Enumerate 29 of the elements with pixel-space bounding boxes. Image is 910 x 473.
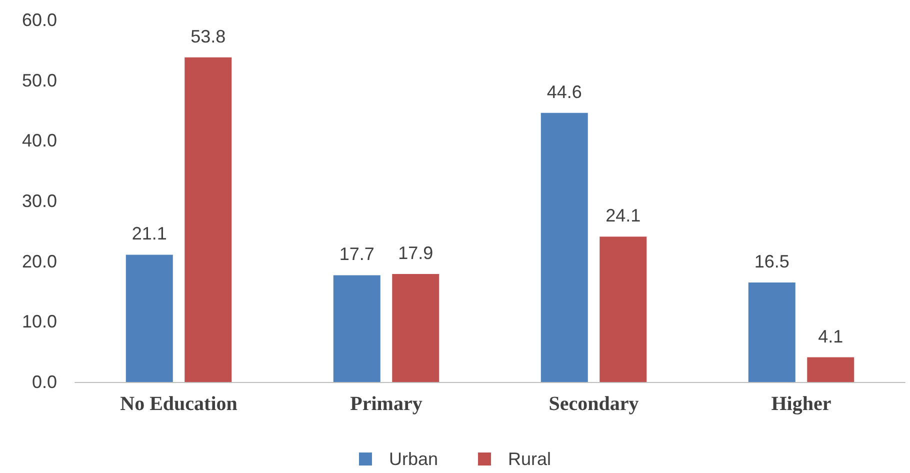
x-tick-label: No Education: [120, 393, 238, 415]
y-tick-label: 40.0: [22, 130, 57, 151]
bar: [600, 236, 647, 382]
bar: [333, 275, 380, 382]
data-label: 4.1: [818, 326, 844, 346]
bar: [807, 357, 854, 382]
x-tick-label: Secondary: [548, 393, 639, 415]
bar: [126, 254, 173, 382]
bar: [392, 274, 440, 382]
y-tick-label: 50.0: [22, 70, 57, 90]
data-label: 16.5: [754, 251, 790, 272]
data-label: 21.1: [132, 224, 167, 244]
legend-label: Urban: [388, 449, 438, 469]
data-label: 17.9: [398, 243, 434, 264]
data-label: 17.7: [339, 244, 374, 264]
y-tick-label: 30.0: [22, 191, 57, 211]
legend-label: Rural: [508, 449, 552, 469]
x-tick-label: Primary: [350, 393, 422, 415]
data-label: 24.1: [606, 206, 641, 226]
y-tick-label: 60.0: [22, 10, 57, 30]
y-tick-label: 10.0: [22, 312, 57, 332]
data-label: 53.8: [190, 26, 226, 46]
bar: [540, 112, 588, 382]
bar: [184, 57, 232, 382]
data-label: 44.6: [546, 82, 582, 102]
bar: [748, 282, 796, 382]
y-tick-label: 0.0: [32, 372, 57, 392]
x-tick-label: Higher: [771, 393, 832, 415]
y-tick-label: 20.0: [22, 251, 57, 272]
